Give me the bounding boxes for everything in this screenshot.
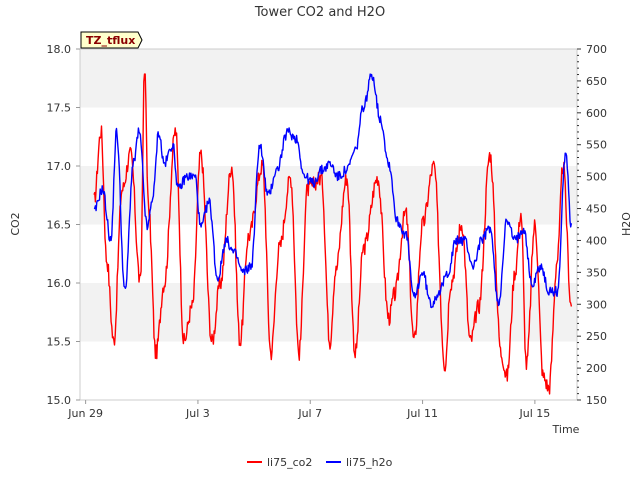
right-axis-title: H2O (620, 212, 633, 236)
right-tick-label: 300 (586, 298, 607, 311)
right-tick-label: 450 (586, 203, 607, 216)
right-tick-label: 350 (586, 266, 607, 279)
left-axis: 15.0 15.5 16.0 16.5 17.0 17.5 18.0 (47, 43, 80, 407)
right-tick-label: 700 (586, 43, 607, 56)
grid-band (80, 107, 577, 166)
left-tick-label: 15.5 (47, 336, 72, 349)
legend-label-co2: li75_co2 (267, 456, 312, 469)
x-tick-label: Jul 15 (518, 407, 550, 420)
right-tick-label: 150 (586, 394, 607, 407)
grid-band (80, 341, 577, 400)
x-axis-title: Time (552, 423, 580, 436)
site-tag-label: TZ_tflux (86, 34, 135, 47)
left-tick-label: 17.0 (47, 160, 72, 173)
x-tick-label: Jul 7 (297, 407, 322, 420)
left-tick-label: 16.0 (47, 277, 72, 290)
series-line-li75_h2o (93, 73, 573, 309)
left-axis-title: CO2 (9, 212, 22, 235)
x-tick-label: Jul 11 (406, 407, 438, 420)
left-tick-label: 15.0 (47, 394, 72, 407)
left-tick-label: 17.5 (47, 102, 72, 115)
legend-label-h2o: li75_h2o (346, 456, 393, 469)
grid-band (80, 49, 577, 108)
series-line-li75_co2 (93, 73, 573, 395)
right-axis: 150 200 250 300 350 400 450 500 550 600 650 700 (577, 43, 607, 407)
right-tick-label: 250 (586, 330, 607, 343)
right-tick-label: 400 (586, 234, 607, 247)
x-axis: Jun 29 Jul 3 Jul 7 Jul 11 Jul 15 (67, 400, 550, 420)
right-tick-label: 600 (586, 107, 607, 120)
right-tick-label: 200 (586, 362, 607, 375)
series-layer (93, 73, 573, 395)
legend: li75_co2 li75_h2o (247, 456, 393, 469)
chart-title: Tower CO2 and H2O (254, 5, 385, 20)
right-tick-label: 500 (586, 171, 607, 184)
right-tick-label: 550 (586, 139, 607, 152)
x-tick-label: Jul 3 (185, 407, 210, 420)
left-tick-label: 18.0 (47, 43, 72, 56)
x-tick-label: Jun 29 (67, 407, 103, 420)
site-tag-badge: TZ_tflux (80, 31, 143, 49)
left-tick-label: 16.5 (47, 219, 72, 232)
right-tick-label: 650 (586, 75, 607, 88)
